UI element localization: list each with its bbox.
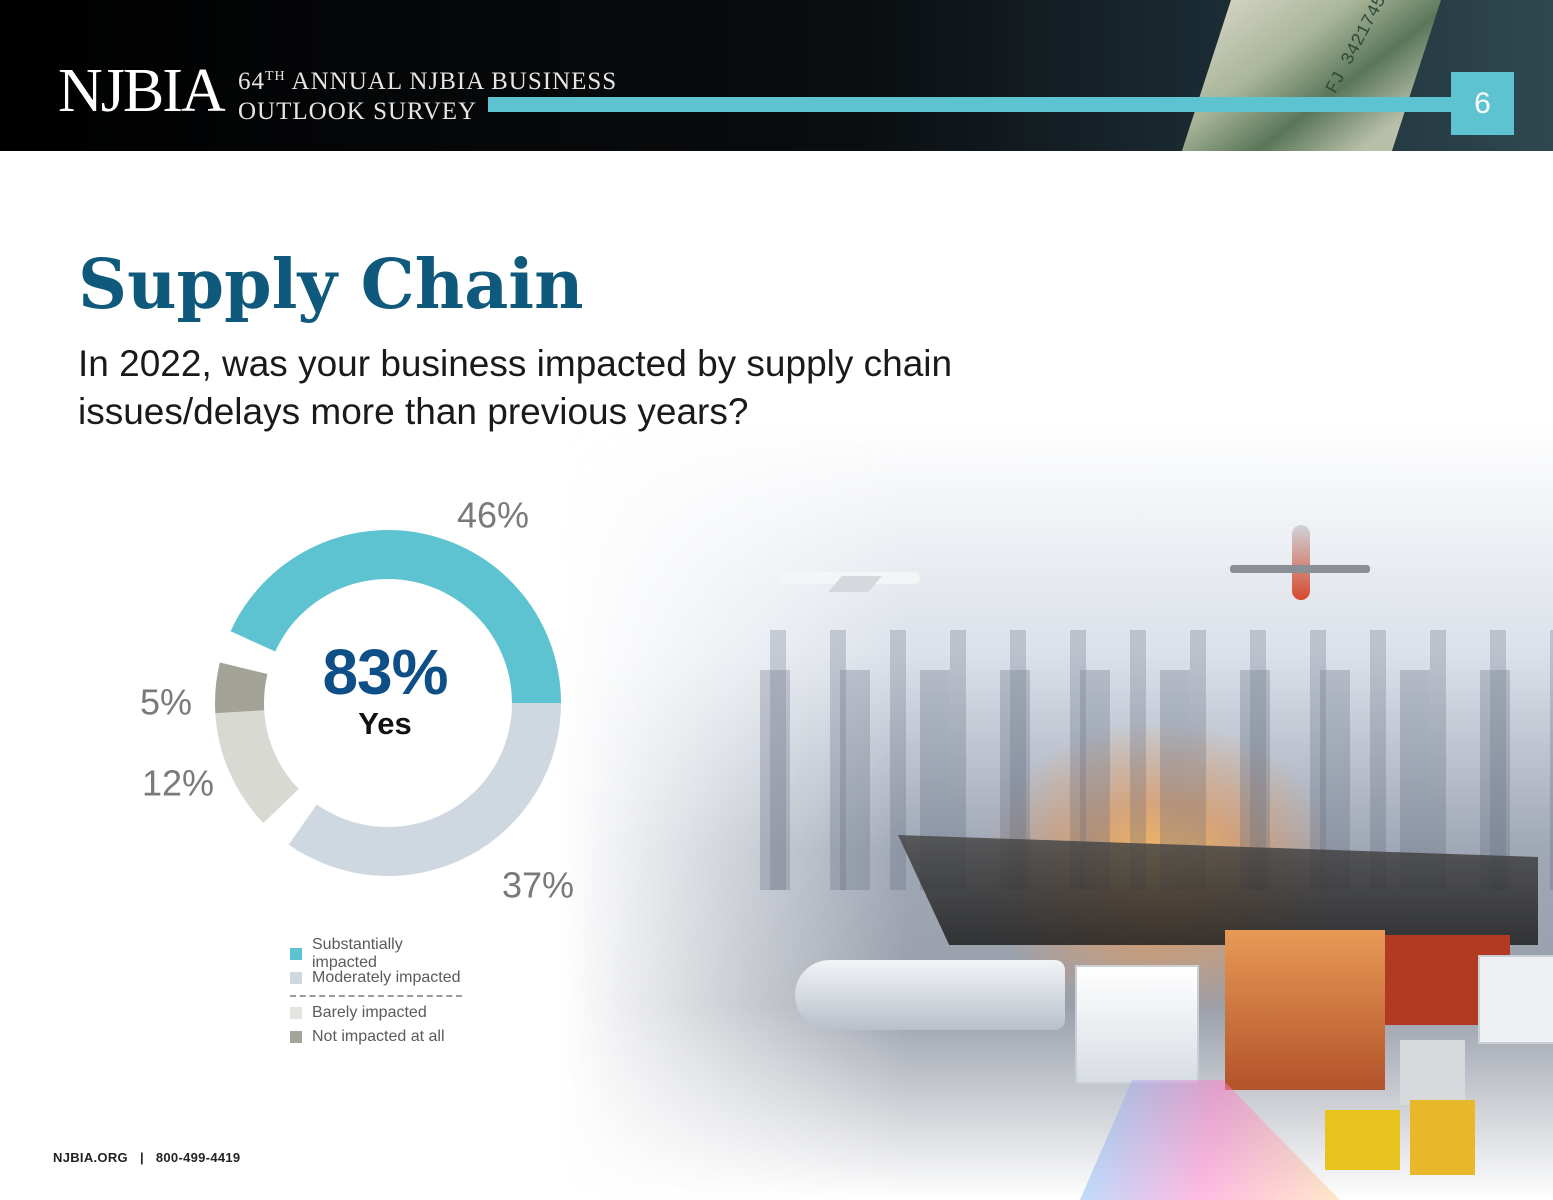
container-stack-image: [1400, 1040, 1465, 1105]
legend-item-not-impacted: Not impacted at all: [290, 1025, 470, 1049]
train-image: [1225, 930, 1385, 1090]
survey-question: In 2022, was your business impacted by s…: [78, 343, 953, 432]
donut-slice-not-impacted-at-all: [215, 662, 268, 714]
donut-slice-barely-impacted: [215, 710, 299, 824]
chart-center-label: Yes: [358, 706, 412, 741]
delivery-truck-image: [1478, 955, 1553, 1044]
truck-image: [1075, 965, 1199, 1084]
yellow-truck-image: [1410, 1100, 1475, 1175]
page-title: Supply Chain: [78, 245, 584, 325]
legend-item-barely-impacted: Barely impacted: [290, 1001, 470, 1025]
survey-ordinal-suffix: TH: [265, 69, 286, 84]
survey-title-line2: OUTLOOK SURVEY: [238, 98, 478, 125]
passenger-jet-image: [795, 960, 1065, 1030]
legend-swatch: [290, 948, 302, 960]
footer-separator: |: [139, 1150, 144, 1165]
chart-legend: Substantially impacted Moderately impact…: [290, 936, 470, 1049]
chart-center-value: 83%: [322, 636, 448, 708]
legend-swatch: [290, 1007, 302, 1019]
legend-item-moderately-impacted: Moderately impacted: [290, 966, 470, 990]
footer: NJBIA.ORG | 800-499-4419: [53, 1150, 240, 1165]
money-bill-image: [1172, 0, 1448, 151]
header-accent-bar: [488, 97, 1453, 112]
survey-title-line1: ANNUAL NJBIA BUSINESS: [291, 68, 618, 95]
data-label-barely-impacted: 12%: [142, 763, 214, 804]
survey-title: 64TH ANNUAL NJBIA BUSINESS OUTLOOK SURVE…: [238, 62, 617, 127]
page-number: 6: [1451, 72, 1514, 135]
legend-label: Barely impacted: [312, 1004, 427, 1021]
legend-swatch: [290, 1031, 302, 1043]
legend-divider: [290, 995, 462, 997]
logistics-collage-image: [560, 420, 1553, 1200]
forklift-image: [1325, 1110, 1400, 1170]
footer-phone: 800-499-4419: [155, 1150, 241, 1165]
legend-label: Not impacted at all: [312, 1028, 445, 1045]
legend-label: Substantially impacted: [312, 936, 403, 971]
airplane-image: [780, 562, 920, 594]
njbia-logo: NJBIA: [58, 57, 226, 125]
footer-website[interactable]: NJBIA.ORG: [53, 1150, 128, 1165]
data-label-substantially-impacted: 46%: [457, 495, 529, 536]
legend-label: Moderately impacted: [312, 969, 461, 986]
legend-swatch: [290, 972, 302, 984]
header-banner: FJ 34217453 NJBIA 64TH ANNUAL NJBIA BUSI…: [0, 0, 1553, 151]
survey-ordinal: 64: [238, 68, 265, 95]
legend-item-substantially-impacted: Substantially impacted: [290, 936, 470, 971]
data-label-not-impacted-at-all: 5%: [140, 682, 192, 723]
airplane-image: [1230, 525, 1370, 605]
